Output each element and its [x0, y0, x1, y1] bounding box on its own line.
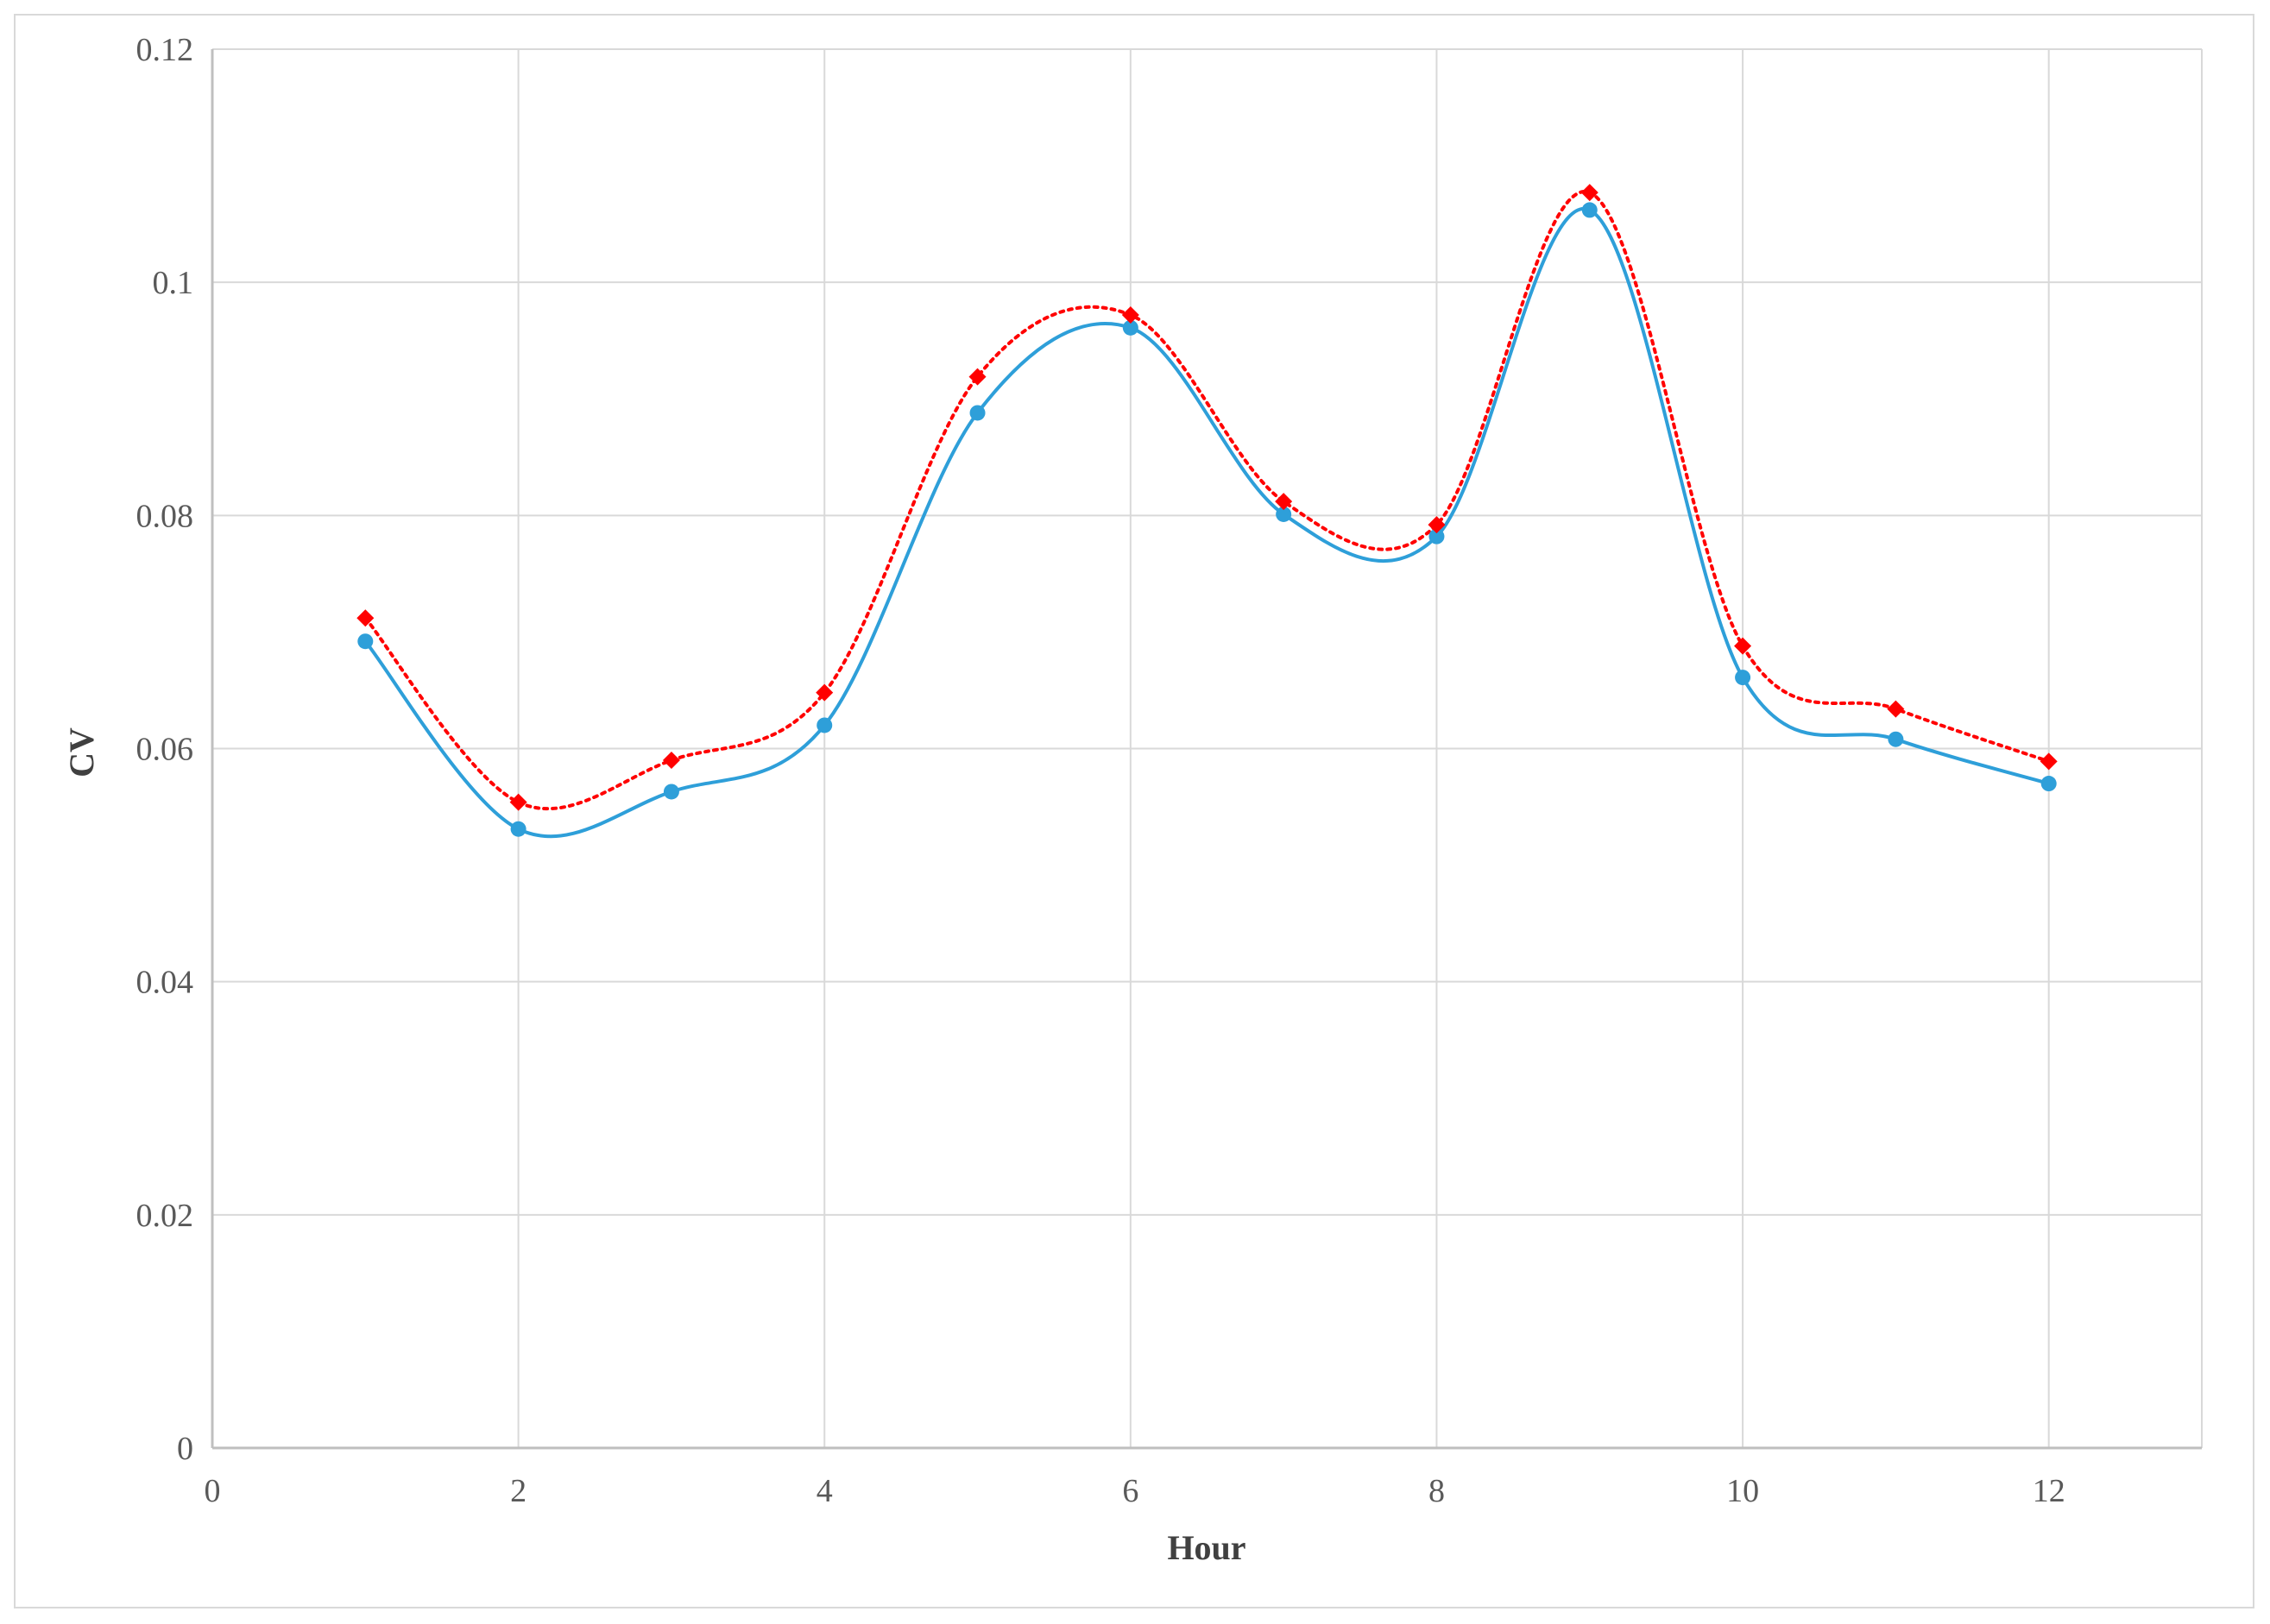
y-axis-title: CV: [62, 727, 101, 777]
chart-frame: [14, 14, 2254, 1608]
gridlines: [212, 48, 2203, 1448]
x-tick-label: 4: [817, 1473, 833, 1509]
data-point-circle: [1888, 731, 1904, 747]
series-line-2: [363, 190, 2051, 811]
x-tick-label: 8: [1428, 1473, 1445, 1509]
x-axis-title: Hour: [1167, 1528, 1245, 1567]
y-tick-label: 0.1: [153, 265, 194, 301]
data-point-diamond: [1428, 516, 1446, 534]
x-tick-label: 12: [2033, 1473, 2065, 1509]
data-point-circle: [1428, 528, 1445, 544]
data-point-diamond: [662, 752, 680, 770]
data-point-diamond: [1275, 493, 1293, 511]
x-tick-label: 6: [1122, 1473, 1138, 1509]
data-point-circle: [1735, 670, 1751, 686]
y-tick-label: 0.08: [136, 498, 194, 534]
axes: [211, 49, 2202, 1450]
y-tick-label: 0.06: [136, 732, 194, 768]
data-point-diamond: [968, 368, 987, 386]
series-markers: [356, 184, 2058, 837]
data-point-diamond: [816, 683, 834, 702]
data-point-diamond: [509, 793, 527, 811]
data-point-diamond: [1580, 184, 1598, 202]
y-tick-label: 0.02: [136, 1198, 194, 1234]
x-tick-label: 2: [510, 1473, 527, 1509]
data-point-circle: [2040, 776, 2057, 792]
data-point-diamond: [1887, 700, 1905, 718]
data-point-circle: [663, 784, 679, 800]
y-tick-label: 0.12: [136, 32, 194, 68]
series-lines: [363, 190, 2051, 839]
data-point-diamond: [356, 609, 375, 627]
data-point-circle: [1122, 319, 1138, 336]
y-tick-label: 0: [177, 1431, 193, 1467]
x-tick-label: 0: [205, 1473, 221, 1509]
series-line-1: [363, 206, 2051, 839]
data-point-diamond: [1734, 637, 1752, 655]
data-point-circle: [969, 405, 986, 421]
data-point-circle: [817, 717, 833, 733]
tick-labels: 0 0.02 0.04 0.06 0.08 0.1 0.12 0 2 4 6 8 10 12: [136, 32, 2065, 1509]
y-tick-label: 0.04: [136, 965, 194, 1001]
data-point-circle: [1276, 506, 1292, 522]
data-point-circle: [357, 633, 374, 650]
data-point-diamond: [1121, 305, 1139, 324]
data-point-diamond: [2040, 752, 2058, 771]
x-tick-label: 10: [1726, 1473, 1759, 1509]
data-point-circle: [1581, 202, 1598, 218]
data-point-circle: [510, 821, 527, 837]
